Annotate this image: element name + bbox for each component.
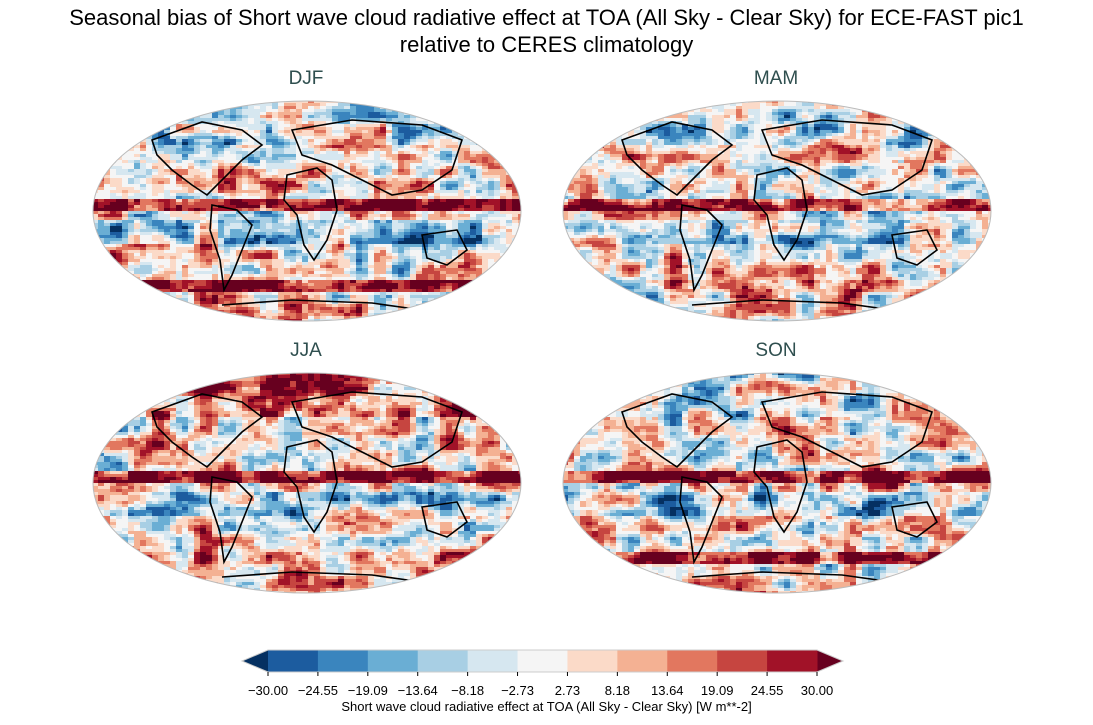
colorbar: [240, 649, 845, 676]
colorbar-segment: [517, 650, 568, 672]
coastline: [209, 204, 253, 293]
colorbar-tick-label: 8.18: [605, 683, 630, 698]
colorbar-segment: [268, 650, 319, 672]
figure-title-line2: relative to CERES climatology: [0, 32, 1093, 57]
map-son: [562, 372, 992, 594]
colorbar-segment: [667, 650, 718, 672]
coastline: [283, 439, 338, 534]
colorbar-segment: [417, 650, 469, 672]
colorbar-segment: [717, 650, 768, 672]
colorbar-tick-label: 24.55: [751, 683, 784, 698]
colorbar-tick-label: 30.00: [801, 683, 834, 698]
map-boundary: [92, 100, 522, 322]
coastline: [753, 439, 808, 534]
coastline: [221, 299, 423, 311]
colorbar-tick-label: −24.55: [298, 683, 338, 698]
coastline: [290, 391, 464, 468]
colorbar-segment: [567, 650, 618, 672]
map-boundary: [562, 372, 992, 594]
panel-title-djf: DJF: [92, 68, 520, 90]
map-djf: [92, 100, 522, 322]
coastline: [150, 393, 264, 469]
colorbar-tick-label: −13.64: [398, 683, 438, 698]
coastlines: [150, 119, 469, 311]
colorbar-extend-low: [242, 650, 268, 672]
coastline: [620, 121, 734, 197]
coastline: [891, 501, 939, 538]
coastline: [891, 229, 939, 266]
coastline: [283, 167, 338, 262]
colorbar-segment: [617, 650, 668, 672]
coastline: [760, 391, 934, 468]
coastline: [620, 393, 734, 469]
coastline: [290, 119, 464, 196]
colorbar-segment: [467, 650, 519, 672]
coastline: [421, 229, 469, 266]
colorbar-tick-label: 2.73: [555, 683, 580, 698]
map-jja: [92, 372, 522, 594]
colorbar-tick-label: −30.00: [248, 683, 288, 698]
colorbar-segment: [367, 650, 419, 672]
coastline: [150, 121, 264, 197]
coastline: [691, 571, 893, 583]
colorbar-tick-label: −19.09: [348, 683, 388, 698]
coastline: [679, 476, 723, 565]
colorbar-tick-label: 13.64: [651, 683, 684, 698]
coastline: [753, 167, 808, 262]
coastlines: [620, 119, 939, 311]
panel-title-jja: JJA: [92, 340, 520, 362]
coastline: [679, 204, 723, 293]
coastlines: [150, 391, 469, 583]
map-boundary: [92, 372, 522, 594]
coastline: [221, 571, 423, 583]
panel-title-son: SON: [562, 340, 990, 362]
colorbar-label: Short wave cloud radiative effect at TOA…: [0, 699, 1093, 714]
panel-title-mam: MAM: [562, 68, 990, 90]
coastline: [421, 501, 469, 538]
colorbar-segment: [317, 650, 369, 672]
colorbar-tick-label: −2.73: [501, 683, 534, 698]
figure-title-line1: Seasonal bias of Short wave cloud radiat…: [0, 5, 1093, 30]
colorbar-tick-label: 19.09: [701, 683, 734, 698]
coastlines: [620, 391, 939, 583]
coastline: [209, 476, 253, 565]
colorbar-tick-label: −8.18: [451, 683, 484, 698]
coastline: [760, 119, 934, 196]
map-mam: [562, 100, 992, 322]
map-boundary: [562, 100, 992, 322]
coastline: [691, 299, 893, 311]
colorbar-extend-high: [817, 650, 843, 672]
colorbar-segment: [767, 650, 818, 672]
